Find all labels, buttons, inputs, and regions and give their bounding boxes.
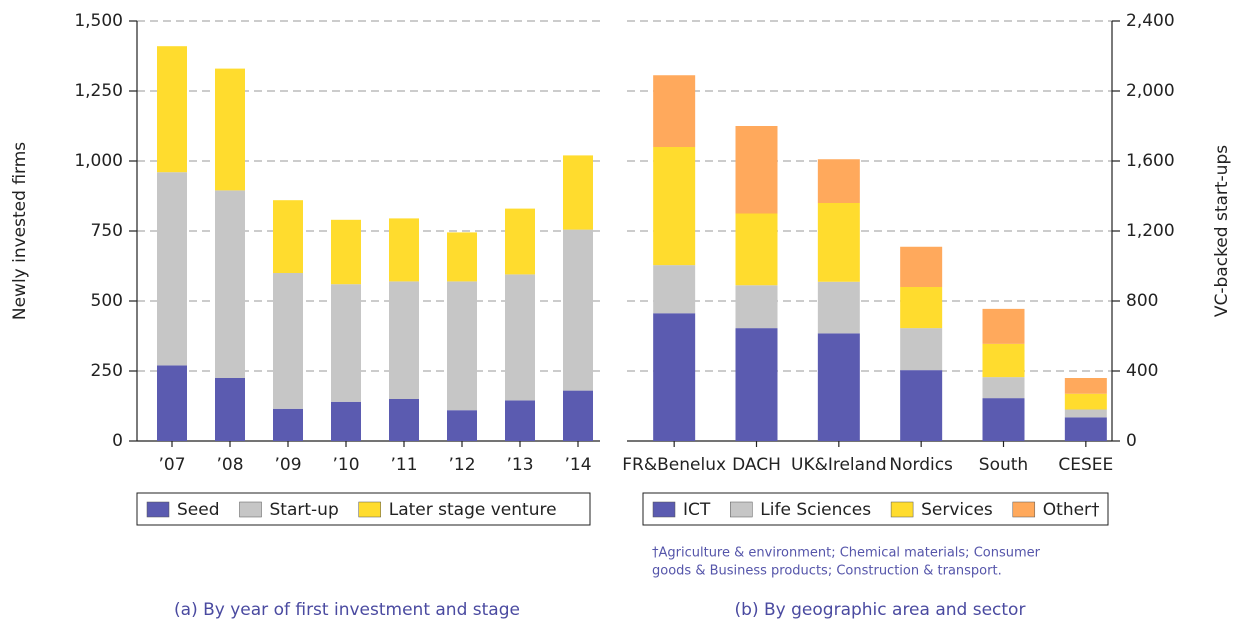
y-tick-label: 2,400 [1126,11,1175,31]
bar-segment [735,126,778,214]
x-tick-label: FR&Benelux [622,455,726,475]
legend-swatch [652,501,676,518]
legend-swatch [1012,501,1036,518]
bar-segment [273,408,303,441]
bar-segment [982,343,1025,378]
legend-label: Later stage venture [389,500,557,520]
y-axis-label: VC-backed start-ups [1212,145,1232,317]
bar-segment [1064,393,1107,410]
y-tick-label: 400 [1126,361,1158,381]
x-tick-label: ’07 [158,455,185,475]
bar-segment [563,155,593,230]
legend-label: Life Sciences [760,500,871,520]
bar-segment [900,328,943,371]
bar-segment [735,328,778,441]
bar-segment [505,208,535,275]
bar-segment [447,410,477,441]
y-tick-label: 1,500 [74,11,123,31]
x-tick-label: ’13 [506,455,533,475]
x-tick-label: ’08 [216,455,243,475]
bar-segment [563,229,593,391]
bar-segment [389,218,419,282]
y-tick-label: 800 [1126,291,1158,311]
x-tick-label: ’14 [564,455,591,475]
bar-segment [505,274,535,401]
caption: (a) By year of first investment and stag… [174,600,520,620]
bar-segment [653,75,696,147]
legend-box [136,492,591,526]
bar-segment [563,390,593,441]
bar-segment [215,378,245,441]
bar-segment [157,365,187,441]
caption: (b) By geographic area and sector [735,600,1026,620]
y-tick-label: 500 [91,291,123,311]
legend-label: Seed [177,500,220,520]
y-tick-label: 2,000 [1126,81,1175,101]
legend-swatch [890,501,914,518]
y-tick-label: 0 [112,431,123,451]
bar-segment [1064,417,1107,441]
x-tick-label: ’12 [448,455,475,475]
bar-segment [735,213,778,286]
legend-label: Start-up [270,500,339,520]
legend-swatch [358,501,381,518]
bar-segment [735,285,778,329]
bar-segment [900,370,943,441]
bar-segment [331,284,361,402]
y-tick-label: 250 [91,361,123,381]
bar-segment [1064,409,1107,418]
bar-segment [817,203,860,282]
legend-label: Services [921,500,993,520]
bar-segment [447,232,477,282]
legend-box [642,492,1109,526]
bar-segment [389,281,419,399]
y-tick-label: 1,600 [1126,151,1175,171]
bar-segment [157,172,187,366]
y-tick-label: 1,250 [74,81,123,101]
x-tick-label: ’11 [390,455,417,475]
legend-label: Other† [1043,500,1100,520]
bar-segment [331,219,361,285]
y-axis-label: Newly invested firms [10,142,30,320]
bar-segment [273,273,303,409]
footnote: goods & Business products; Construction … [652,564,1002,579]
bar-segment [982,308,1025,344]
legend-swatch [239,501,262,518]
bar-segment [817,159,860,203]
x-tick-label: South [979,455,1028,475]
legend-swatch [146,501,170,518]
bar-segment [982,398,1025,441]
bar-segment [900,287,943,329]
bar-segment [982,377,1025,399]
bar-segment [817,333,860,441]
x-tick-label: ’10 [332,455,359,475]
x-tick-label: UK&Ireland [791,455,887,475]
legend-swatch [730,501,753,518]
footnote: †Agriculture & environment; Chemical mat… [652,546,1041,561]
bar-segment [215,190,245,378]
x-tick-label: DACH [732,455,781,475]
y-tick-label: 750 [91,221,123,241]
y-tick-label: 1,200 [1126,221,1175,241]
bar-segment [900,246,943,287]
bar-segment [505,400,535,441]
y-tick-label: 0 [1126,431,1137,451]
legend-label: ICT [683,500,711,520]
bar-segment [157,46,187,173]
x-tick-label: CESEE [1058,455,1113,475]
bar-segment [1064,378,1107,394]
bar-segment [273,200,303,273]
x-tick-label: Nordics [889,455,953,475]
x-tick-label: ’09 [274,455,301,475]
bar-segment [653,147,696,266]
bar-segment [653,265,696,314]
bar-segment [331,401,361,441]
bar-segment [447,281,477,411]
y-tick-label: 1,000 [74,151,123,171]
bar-segment [653,313,696,441]
bar-segment [215,68,245,191]
bar-segment [389,399,419,441]
bar-segment [817,281,860,334]
